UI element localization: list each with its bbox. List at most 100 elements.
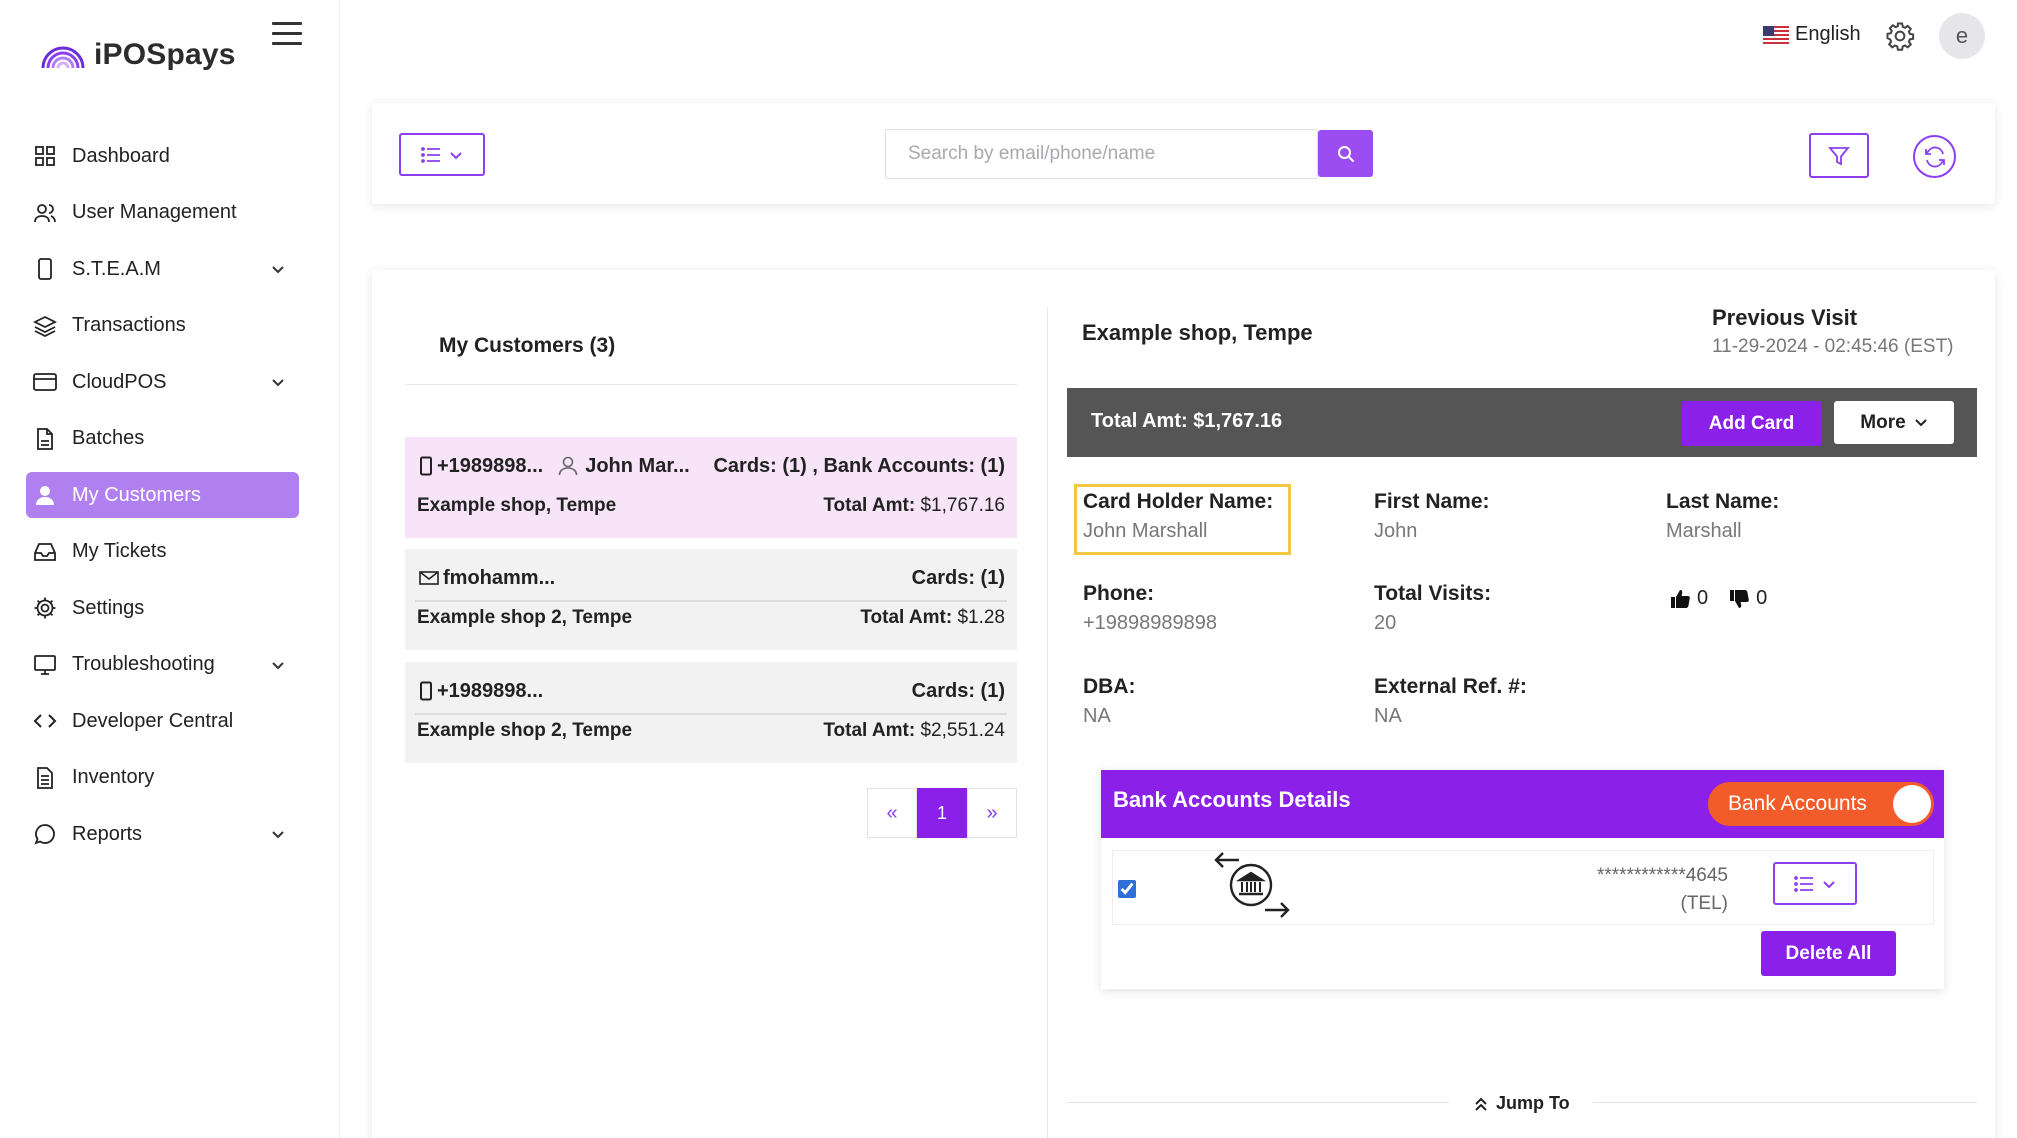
details-shop-title: Example shop, Tempe bbox=[1082, 320, 1313, 345]
email-icon bbox=[419, 571, 439, 585]
double-chevron-up-icon bbox=[1475, 1097, 1487, 1111]
sidebar-item-label: S.T.E.A.M bbox=[72, 257, 161, 280]
customer-contact: +1989898... bbox=[437, 454, 544, 477]
chevron-down-icon[interactable] bbox=[269, 825, 287, 843]
settings-gear-icon[interactable] bbox=[1885, 21, 1915, 51]
us-flag-icon[interactable] bbox=[1763, 26, 1789, 44]
total-amount-label: Total Amt: bbox=[860, 607, 953, 628]
add-card-button[interactable]: Add Card bbox=[1681, 401, 1822, 446]
field-value: John Marshall bbox=[1083, 520, 1208, 542]
dislikes-count: 0 bbox=[1756, 587, 1768, 609]
field-value: John bbox=[1374, 520, 1418, 542]
user-avatar[interactable]: e bbox=[1939, 13, 1985, 59]
bank-account-checkbox[interactable] bbox=[1118, 880, 1136, 898]
first-name-field: First Name: John bbox=[1374, 490, 1490, 543]
customer-cards-count: Cards: (1) bbox=[911, 679, 1005, 702]
filter-button[interactable] bbox=[1809, 133, 1869, 178]
sidebar-item-label: Transactions bbox=[72, 314, 186, 336]
bank-account-number: ************4645 bbox=[1597, 865, 1728, 886]
customer-contact: +1989898... bbox=[437, 679, 544, 702]
rainbow-logo-icon bbox=[41, 46, 85, 69]
total-amount-label: Total Amt: bbox=[823, 720, 916, 741]
delete-all-button[interactable]: Delete All bbox=[1761, 931, 1896, 976]
person-icon bbox=[558, 456, 578, 476]
likes-count: 0 bbox=[1697, 587, 1709, 609]
more-dropdown-button[interactable]: More bbox=[1834, 401, 1954, 444]
sidebar-item-troubleshooting[interactable]: Troubleshooting bbox=[26, 642, 299, 688]
customer-card[interactable]: +1989898... John Mar... Cards: (1) , Ban… bbox=[405, 437, 1017, 538]
jump-to-link[interactable]: Jump To bbox=[1474, 1093, 1570, 1114]
search-input[interactable] bbox=[885, 129, 1318, 179]
thumbs-down-icon[interactable] bbox=[1728, 588, 1750, 610]
sidebar-item-cloudpos[interactable]: CloudPOS bbox=[26, 359, 299, 405]
sidebar-item-dashboard[interactable]: Dashboard bbox=[26, 133, 299, 179]
pagination-next[interactable]: » bbox=[967, 788, 1017, 838]
chevron-down-icon[interactable] bbox=[269, 656, 287, 674]
chevron-down-icon bbox=[450, 151, 462, 159]
total-amount-value: $1.28 bbox=[957, 607, 1005, 628]
customer-name: John Mar... bbox=[585, 454, 690, 477]
sidebar-item-transactions[interactable]: Transactions bbox=[26, 303, 299, 349]
mobile-icon bbox=[32, 256, 58, 282]
field-label: Phone: bbox=[1083, 582, 1155, 605]
sidebar-item-steam[interactable]: S.T.E.A.M bbox=[26, 246, 299, 292]
sidebar-item-my-tickets[interactable]: My Tickets bbox=[26, 529, 299, 575]
pagination: « 1 » bbox=[867, 788, 1017, 838]
chevron-down-icon bbox=[1823, 880, 1835, 888]
sidebar-item-label: My Customers bbox=[72, 483, 201, 506]
details-total-amount: Total Amt: $1,767.16 bbox=[1091, 410, 1283, 432]
toggle-label: Bank Accounts bbox=[1728, 792, 1867, 815]
sidebar-item-batches[interactable]: Batches bbox=[26, 416, 299, 462]
bank-accounts-title: Bank Accounts Details bbox=[1113, 787, 1351, 812]
customer-card[interactable]: +1989898... Cards: (1) Example shop 2, T… bbox=[405, 662, 1017, 763]
sidebar-item-label: Inventory bbox=[72, 766, 155, 788]
customer-card[interactable]: fmohamm... Cards: (1) Example shop 2, Te… bbox=[405, 549, 1017, 650]
field-value: NA bbox=[1374, 705, 1402, 727]
bank-account-actions-button[interactable] bbox=[1773, 862, 1857, 905]
sidebar-item-user-management[interactable]: User Management bbox=[26, 190, 299, 236]
customer-shop: Example shop 2, Tempe bbox=[417, 720, 633, 741]
chevron-down-icon[interactable] bbox=[269, 373, 287, 391]
hamburger-menu-icon[interactable] bbox=[272, 22, 302, 48]
language-selector[interactable]: English bbox=[1795, 23, 1861, 45]
customer-shop: Example shop, Tempe bbox=[417, 495, 617, 516]
refresh-button[interactable] bbox=[1913, 135, 1956, 178]
pagination-prev[interactable]: « bbox=[867, 788, 917, 838]
view-options-button[interactable] bbox=[399, 133, 485, 176]
sidebar-item-label: My Tickets bbox=[72, 540, 167, 562]
mobile-icon bbox=[420, 456, 432, 476]
sidebar-item-developer-central[interactable]: Developer Central bbox=[26, 698, 299, 744]
filter-icon bbox=[1828, 146, 1850, 165]
sidebar-item-label: Developer Central bbox=[72, 709, 234, 732]
bank-account-row bbox=[1112, 850, 1934, 925]
customer-cards-count: Cards: (1) , Bank Accounts: (1) bbox=[713, 454, 1005, 477]
user-icon bbox=[32, 482, 58, 508]
jump-divider-right bbox=[1593, 1102, 1977, 1103]
card-icon bbox=[32, 369, 58, 395]
sidebar-item-my-customers[interactable]: My Customers bbox=[26, 472, 299, 518]
chat-icon bbox=[32, 821, 58, 847]
thumbs-up-icon[interactable] bbox=[1669, 588, 1691, 610]
pagination-page-1[interactable]: 1 bbox=[917, 788, 967, 838]
code-icon bbox=[32, 708, 58, 734]
sidebar-item-label: User Management bbox=[72, 201, 237, 223]
bank-accounts-header: Bank Accounts Details Bank Accounts bbox=[1101, 770, 1944, 838]
chevron-down-icon[interactable] bbox=[269, 260, 287, 278]
dba-field: DBA: NA bbox=[1083, 675, 1136, 728]
app-logo[interactable]: iPOSpays bbox=[40, 38, 236, 72]
list-icon bbox=[421, 146, 440, 163]
external-ref-field: External Ref. #: NA bbox=[1374, 675, 1527, 728]
layers-icon bbox=[32, 313, 58, 339]
customer-cards-count: Cards: (1) bbox=[911, 566, 1005, 589]
toggle-knob bbox=[1893, 785, 1931, 823]
sidebar-item-inventory[interactable]: Inventory bbox=[26, 755, 299, 801]
last-name-field: Last Name: Marshall bbox=[1666, 490, 1779, 543]
sidebar-item-reports[interactable]: Reports bbox=[26, 811, 299, 857]
field-label: Total Visits: bbox=[1374, 582, 1492, 605]
card-holder-highlight bbox=[1074, 484, 1291, 555]
sidebar-item-label: Dashboard bbox=[72, 144, 170, 167]
bank-accounts-toggle[interactable]: Bank Accounts bbox=[1708, 782, 1934, 826]
search-button[interactable] bbox=[1318, 130, 1373, 177]
sidebar-item-settings[interactable]: Settings bbox=[26, 585, 299, 631]
inbox-icon bbox=[32, 539, 58, 565]
